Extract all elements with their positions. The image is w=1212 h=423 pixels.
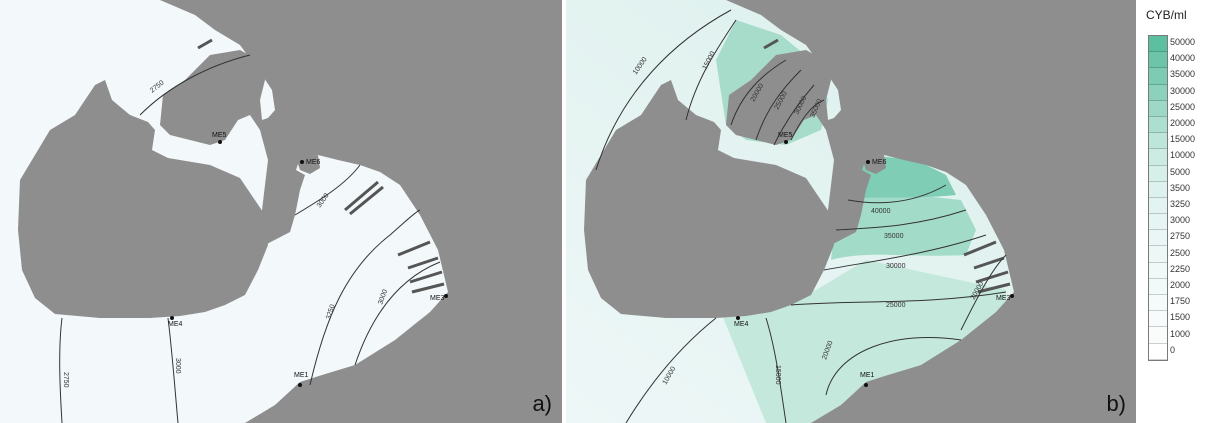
station-me1[interactable]: ME1 (860, 372, 875, 387)
station-me6[interactable]: ME6 (866, 159, 887, 166)
contour-label: 35000 (884, 233, 904, 240)
legend-swatch (1149, 133, 1167, 150)
contour-label: 40000 (871, 208, 891, 215)
legend-label: 20000 (1170, 118, 1196, 128)
stations-b: ME5 ME6 ME3 ME4 ME1 (734, 132, 1014, 387)
legend-label: 2750 (1170, 231, 1191, 242)
legend-label: 2000 (1170, 280, 1191, 290)
legend-label: 1750 (1170, 296, 1191, 307)
panel-label-b: b) (1106, 391, 1126, 416)
legend-swatch (1149, 52, 1167, 69)
contour-label: 3000 (174, 358, 181, 374)
svg-text:ME4: ME4 (734, 321, 749, 328)
legend-label: 35000 (1170, 69, 1196, 80)
svg-text:ME6: ME6 (306, 159, 321, 166)
station-me6[interactable]: ME6 (300, 159, 321, 166)
legend-swatch (1149, 311, 1167, 328)
legend-label: 25000 (1170, 101, 1196, 112)
contour-label: 3000 (377, 289, 389, 306)
legend-title: CYB/ml (1146, 8, 1187, 22)
legend-swatch (1149, 295, 1167, 312)
legend-label: 2500 (1170, 247, 1191, 258)
legend-label: 0 (1170, 344, 1176, 355)
map-panel-a: 2750 3000 3250 3000 3000 2750 ME5 ME6 ME… (0, 0, 562, 423)
legend-swatch (1149, 343, 1167, 360)
legend-swatch (1149, 246, 1167, 263)
legend-label: 50000 (1170, 37, 1196, 47)
legend-swatch (1149, 36, 1167, 53)
land-left-peninsula (584, 80, 834, 318)
map-b-svg: 10000 15000 20000 25000 30000 35000 4000… (566, 0, 1136, 423)
svg-text:ME5: ME5 (212, 132, 227, 139)
legend-label: 3500 (1170, 182, 1191, 193)
pipes-b (763, 38, 1011, 294)
contours-b (595, 9, 1007, 423)
contour-label: 15000 (774, 365, 781, 385)
legend-swatch (1149, 116, 1167, 134)
panel-label-a: a) (532, 391, 552, 416)
svg-text:ME3: ME3 (430, 295, 445, 302)
legend-label: 2250 (1170, 263, 1191, 274)
legend-label: 5000 (1170, 166, 1191, 177)
legend-swatch (1149, 68, 1167, 85)
legend-swatch (1149, 149, 1167, 166)
contour-label: 30000 (886, 263, 906, 270)
land-me6-inlet (862, 155, 886, 174)
color-legend: CYB/ml 50000 40000 35000 30000 25000 20000 150… (1140, 8, 1210, 368)
land-left-peninsula (18, 80, 268, 318)
contour-label: 25000 (886, 302, 906, 309)
svg-text:ME1: ME1 (294, 372, 309, 379)
legend-swatch (1149, 84, 1167, 101)
legend-swatch (1149, 181, 1167, 198)
legend-swatch (1149, 230, 1167, 247)
station-me1[interactable]: ME1 (294, 372, 309, 387)
svg-text:ME5: ME5 (778, 132, 793, 139)
station-me3[interactable]: ME3 (430, 294, 448, 302)
contours-a (59, 54, 441, 423)
legend-swatch (1149, 262, 1167, 279)
legend-label: 10000 (1170, 150, 1196, 161)
station-me5[interactable]: ME5 (212, 132, 227, 144)
legend-label: 1000 (1170, 328, 1191, 339)
legend-swatches (1148, 35, 1168, 361)
legend-label: 40000 (1170, 53, 1196, 64)
station-me4[interactable]: ME4 (734, 316, 749, 328)
legend-label: 1500 (1170, 312, 1191, 323)
legend-swatch (1149, 165, 1167, 182)
svg-text:ME1: ME1 (860, 372, 875, 379)
contour-label: 3250 (325, 304, 337, 321)
map-a-svg: 2750 3000 3250 3000 3000 2750 ME5 ME6 ME… (0, 0, 562, 423)
legend-swatch (1149, 100, 1167, 117)
contour-label: 2750 (62, 372, 69, 388)
legend-label: 3000 (1170, 215, 1191, 226)
pipes-a (197, 38, 445, 294)
map-panel-b: 10000 15000 20000 25000 30000 35000 4000… (566, 0, 1136, 423)
legend-label: 15000 (1170, 134, 1196, 145)
legend-label: 30000 (1170, 85, 1196, 96)
legend-swatch (1149, 278, 1167, 295)
legend-swatch (1149, 214, 1167, 231)
svg-text:ME3: ME3 (996, 295, 1011, 302)
legend-swatch (1149, 327, 1167, 344)
svg-text:ME4: ME4 (168, 321, 183, 328)
svg-text:ME6: ME6 (872, 159, 887, 166)
station-me5[interactable]: ME5 (778, 132, 793, 144)
legend-swatch (1149, 197, 1167, 215)
band-30000 (831, 190, 976, 260)
land-mainland (726, 0, 1136, 423)
stations-a: ME5 ME6 ME3 ME4 ME1 (168, 132, 448, 387)
station-me3[interactable]: ME3 (996, 294, 1014, 302)
land-mainland (160, 0, 562, 423)
legend-label: 3250 (1170, 199, 1191, 209)
station-me4[interactable]: ME4 (168, 316, 183, 328)
land-me6-inlet (296, 155, 320, 174)
